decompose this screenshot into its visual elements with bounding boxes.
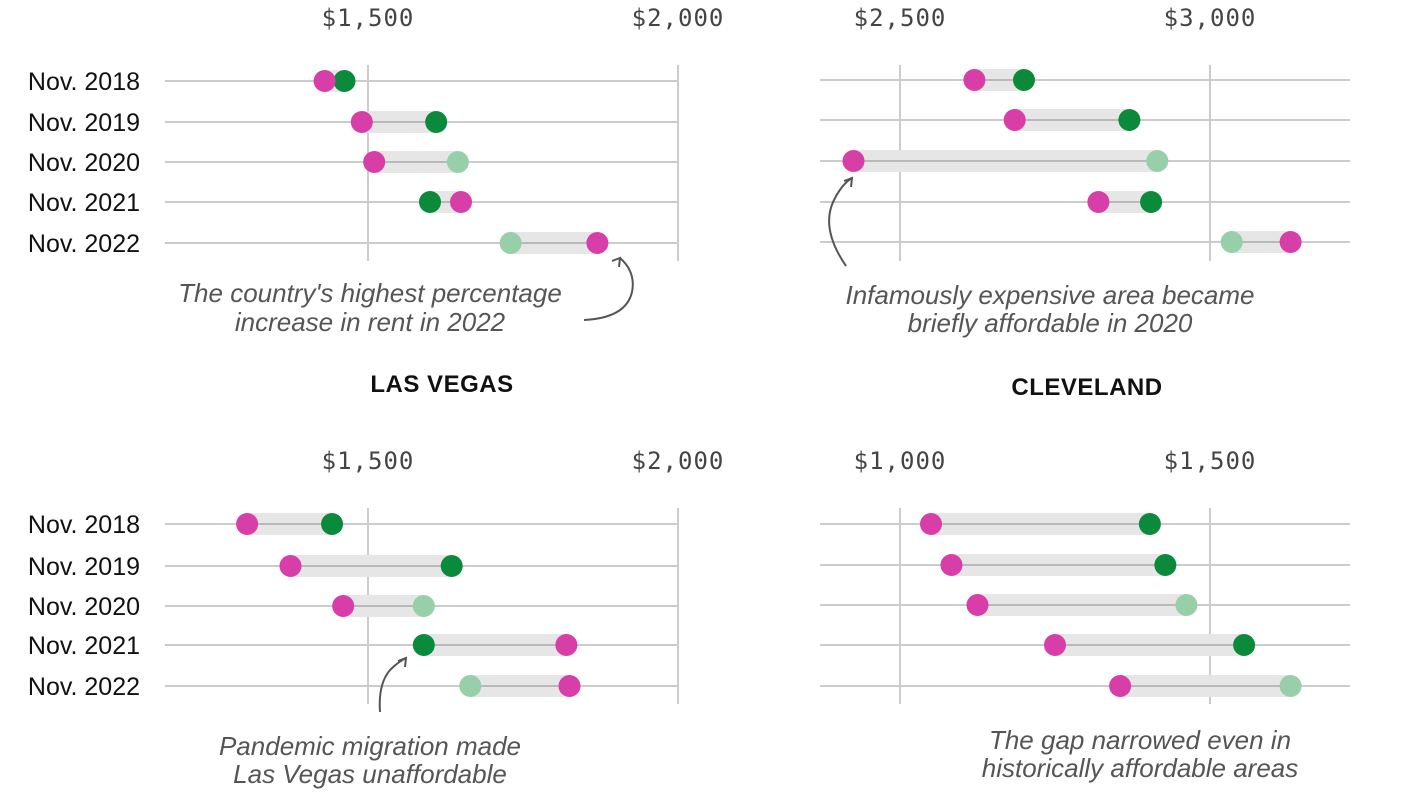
dot-series-1 <box>586 232 609 254</box>
dot-series-2 <box>499 232 522 254</box>
dot-series-1 <box>1044 634 1066 656</box>
row-label: Nov. 2018 <box>28 68 140 96</box>
tick-label-1: $2,500 <box>854 4 947 32</box>
annotation-line-2: increase in rent in 2022 <box>235 307 506 337</box>
annotation-arrow <box>828 177 853 267</box>
dot-series-1 <box>920 513 942 535</box>
tick-label-2: $2,000 <box>632 447 725 475</box>
dot-series-2 <box>1140 191 1163 213</box>
panel-title: LAS VEGAS <box>370 371 513 398</box>
panel-2: CLEVELAND $2,500 $3,000 Infamously expensiv… <box>820 4 1350 401</box>
tick-label-1: $1,000 <box>854 447 947 475</box>
dot-series-1 <box>313 70 336 92</box>
dot-series-1 <box>363 151 386 173</box>
dot-series-1 <box>332 595 355 617</box>
row-label: Nov. 2018 <box>28 511 140 539</box>
dot-series-1 <box>350 111 373 133</box>
arrow-head <box>397 656 408 668</box>
annotation-arrow <box>583 257 634 321</box>
tick-label-2: $2,000 <box>632 4 725 32</box>
row-label: Nov. 2020 <box>28 149 140 177</box>
dot-series-1 <box>940 554 963 576</box>
tick-label-1: $1,500 <box>322 4 415 32</box>
row-label: Nov. 2020 <box>28 593 140 621</box>
dot-series-2 <box>1154 554 1177 576</box>
tick-label-1: $1,500 <box>322 447 415 475</box>
dot-series-2 <box>446 151 469 173</box>
annotation-line-2: historically affordable areas <box>982 753 1299 783</box>
dot-series-2 <box>1220 231 1243 253</box>
dot-series-1 <box>1003 109 1026 131</box>
panel-title: CLEVELAND <box>1011 374 1162 401</box>
annotation-line-1: The country's highest percentage <box>178 278 562 308</box>
dot-series-2 <box>321 513 344 535</box>
panel-3: LAS VEGAS $1,500 $2,000 Nov. 2018 Nov. 2019 N… <box>28 371 725 789</box>
dot-series-2 <box>1279 675 1302 697</box>
dot-series-2 <box>459 675 482 697</box>
tick-label-2: $1,500 <box>1164 447 1257 475</box>
dot-series-2 <box>412 595 435 617</box>
annotation-line-1: The gap narrowed even in <box>989 725 1291 755</box>
annotation-line-2: briefly affordable in 2020 <box>908 308 1193 338</box>
row-label: Nov. 2021 <box>28 632 140 660</box>
dot-series-2 <box>1146 150 1169 172</box>
dot-series-1 <box>558 675 581 697</box>
dot-series-2 <box>1233 634 1256 656</box>
dot-series-2 <box>333 70 356 92</box>
row-label: Nov. 2021 <box>28 189 140 217</box>
dot-series-1 <box>966 594 989 616</box>
dot-series-2 <box>1118 109 1141 131</box>
arrow-head <box>843 176 854 188</box>
dot-series-1 <box>555 634 578 656</box>
row-label: Nov. 2019 <box>28 553 140 581</box>
dot-series-1 <box>450 191 472 213</box>
row-label: Nov. 2022 <box>28 673 140 701</box>
annotation-line-1: Pandemic migration made <box>219 731 521 761</box>
dot-series-2 <box>1013 69 1035 91</box>
panel-1: $1,500 $2,000 Nov. 2018 Nov. 2019 Nov. 2020 N… <box>28 4 725 337</box>
row-label: Nov. 2019 <box>28 109 140 137</box>
dot-series-2 <box>1175 594 1198 616</box>
panel-4: $1,000 $1,500 The gap narrowed even inhist… <box>820 447 1350 783</box>
dot-series-1 <box>279 555 302 577</box>
arrow-head <box>611 256 622 268</box>
dot-series-2 <box>440 555 463 577</box>
dot-series-1 <box>1109 675 1132 697</box>
row-label: Nov. 2022 <box>28 230 140 258</box>
dot-series-2 <box>412 634 435 656</box>
dot-series-1 <box>1087 191 1110 213</box>
annotation-line-2: Las Vegas unaffordable <box>233 759 507 789</box>
dot-series-1 <box>963 69 986 91</box>
annotation-line-1: Infamously expensive area became <box>845 280 1254 310</box>
dot-series-2 <box>1138 513 1161 535</box>
dot-series-1 <box>236 513 259 535</box>
dot-series-2 <box>419 191 441 213</box>
dot-series-1 <box>1279 231 1302 253</box>
dot-series-2 <box>425 111 448 133</box>
tick-label-2: $3,000 <box>1164 4 1257 32</box>
dot-series-1 <box>842 150 865 172</box>
